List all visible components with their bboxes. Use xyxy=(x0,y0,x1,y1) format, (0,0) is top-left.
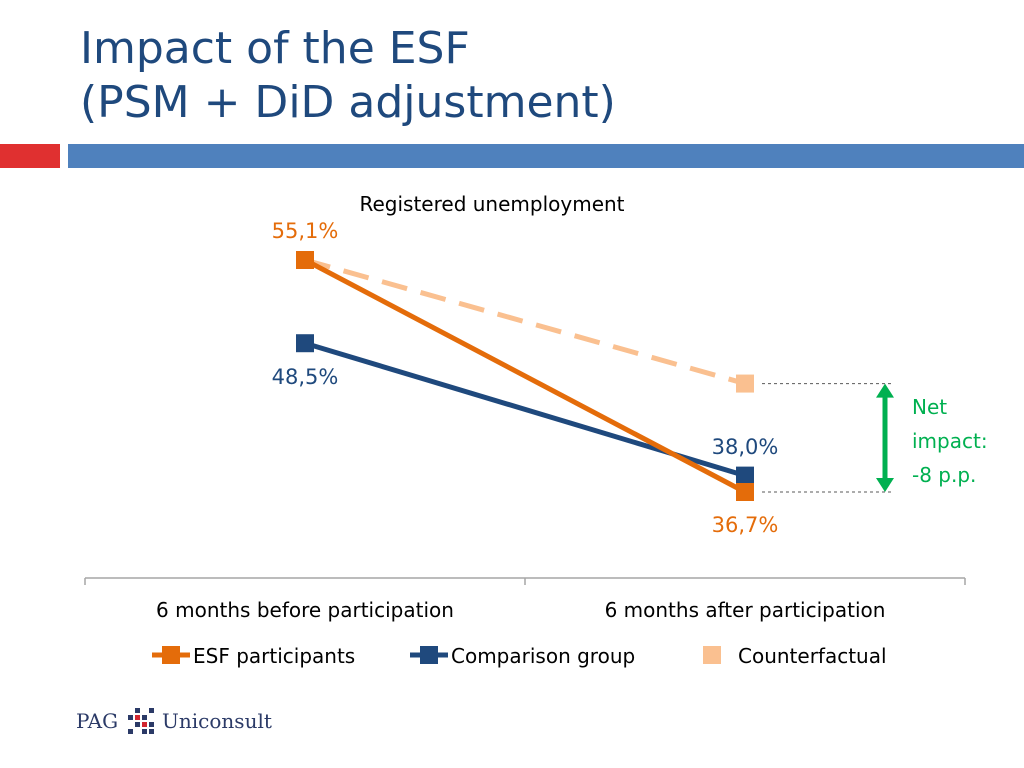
legend-marker xyxy=(703,646,721,664)
legend-label: ESF participants xyxy=(193,644,355,668)
company-logo: PAG Uniconsult xyxy=(76,708,272,734)
data-point-marker xyxy=(736,374,754,393)
x-tick-label: 6 months after participation xyxy=(605,598,886,622)
data-label: 36,7% xyxy=(712,513,779,537)
series-line xyxy=(304,257,746,386)
legend-label: Comparison group xyxy=(451,644,635,668)
legend-marker xyxy=(162,646,180,664)
net-impact-label: impact: xyxy=(912,429,988,453)
logo-text-left: PAG xyxy=(76,709,119,733)
net-impact-arrow-head-up xyxy=(876,383,894,398)
series-line xyxy=(303,257,747,495)
data-point-marker xyxy=(296,251,314,269)
x-tick-label: 6 months before participation xyxy=(156,598,454,622)
accent-bar-red xyxy=(0,144,60,168)
data-point-marker xyxy=(296,334,314,353)
legend-label: Counterfactual xyxy=(738,644,887,668)
net-impact-label: -8 p.p. xyxy=(912,463,976,487)
data-point-marker xyxy=(736,466,754,485)
net-impact-arrow-head-down xyxy=(876,478,894,492)
logo-dots-icon xyxy=(128,708,155,734)
net-impact-label: Net xyxy=(912,395,947,419)
data-label: 38,0% xyxy=(712,435,779,459)
slide-title-line-1: Impact of the ESF xyxy=(80,23,470,74)
slide-title-line-2: (PSM + DiD adjustment) xyxy=(80,77,616,128)
data-label: 48,5% xyxy=(272,365,339,389)
slide-title: Impact of the ESF (PSM + DiD adjustment) xyxy=(80,22,616,130)
data-label: 55,1% xyxy=(272,219,339,243)
accent-bar-blue xyxy=(68,144,1024,168)
logo-text-right: Uniconsult xyxy=(162,709,272,733)
legend-marker xyxy=(420,646,438,664)
chart-title: Registered unemployment xyxy=(359,192,624,216)
data-point-marker xyxy=(736,483,754,501)
